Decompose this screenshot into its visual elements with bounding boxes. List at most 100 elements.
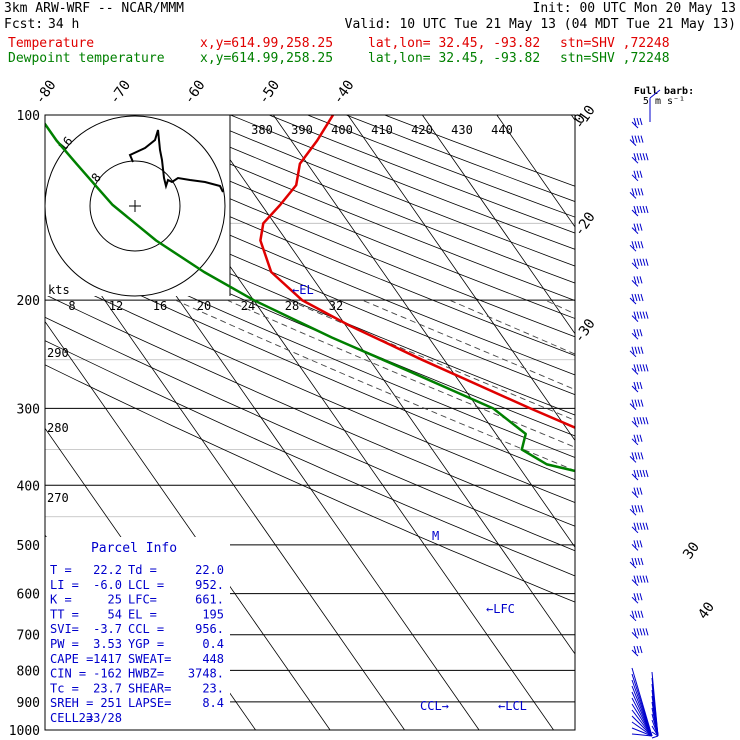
wind-barb-flag [637, 610, 641, 618]
wind-barb-flag [645, 469, 649, 478]
hodograph-trace [128, 129, 224, 193]
dry-adiabat [45, 250, 575, 481]
wind-barb-flag [633, 645, 637, 654]
parcel-info-cell: 1417 [93, 652, 122, 666]
theta-e-label: 400 [331, 123, 353, 137]
wind-barb-flag [640, 293, 644, 302]
parcel-info-cell: 956. [195, 622, 224, 636]
parcel-info-cell: 22.0 [195, 563, 224, 577]
wind-barb-staff [629, 192, 637, 199]
wind-barb-staff [629, 139, 637, 146]
wind-barb-staff [631, 209, 639, 217]
wind-barb-flag [640, 557, 644, 566]
parcel-info-cell: T = [50, 563, 72, 577]
pressure-tick-900: 900 [17, 696, 40, 711]
theta-e-label: 410 [371, 123, 393, 137]
dewpoint-trace [45, 121, 575, 473]
sounding-traces [45, 115, 575, 473]
hodograph-speed-tick: 20 [197, 299, 211, 313]
wind-barb-flag [631, 188, 635, 196]
wind-barb-flag [634, 399, 638, 407]
wind-barb-flag [645, 311, 649, 319]
wind-barb-flag [633, 417, 637, 425]
wind-barb-flag [639, 628, 643, 636]
moist-adiabat-lines [175, 299, 575, 472]
wind-barb-flag [636, 205, 640, 214]
parcel-info-cell: SHEAR= [128, 681, 171, 695]
dry-adiabat [45, 272, 575, 504]
temperature-label: Temperature [8, 36, 95, 51]
pressure-tick-500: 500 [17, 539, 40, 554]
dry-adiabat-label: 290 [47, 346, 69, 360]
wind-barb-flag [636, 170, 640, 178]
wind-barb-flag [645, 417, 649, 425]
wind-barb-flag [633, 153, 637, 161]
wind-barb-flag [645, 205, 649, 214]
wind-barb-flag [642, 364, 646, 372]
parcel-info-cell: 952. [195, 578, 224, 592]
pressure-tick-1000: 1000 [9, 724, 40, 739]
wind-barb-flag [636, 417, 640, 425]
wind-barb-staff [629, 508, 637, 516]
hodograph-unit: kts [48, 283, 70, 297]
theta-e-label: 430 [451, 123, 473, 137]
dry-adiabat [45, 294, 575, 527]
wind-barb-flag [631, 557, 635, 566]
hodograph-speed-tick: 28 [285, 299, 299, 313]
moist-adiabat [288, 299, 575, 421]
isotherm-label: 40 [695, 599, 718, 622]
wind-barb-staff [651, 725, 659, 737]
pressure-tick-700: 700 [17, 629, 40, 644]
wind-barb-staff [631, 596, 639, 604]
parcel-info-cell: 25 [108, 593, 122, 607]
parcel-info-cell: 448 [202, 652, 224, 666]
dry-adiabat [45, 340, 575, 577]
wind-barb-flag [633, 575, 637, 583]
wind-barbs: Full barb:5 m s⁻¹ [629, 86, 694, 739]
dry-adiabat [191, 115, 575, 267]
hodograph-speed-tick: 12 [109, 299, 123, 313]
moist-adiabat [362, 299, 575, 391]
plot-frame [44, 114, 576, 731]
parcel-info-cell: K = [50, 593, 72, 607]
wind-barb-staff [631, 227, 639, 234]
init-time: Init: 00 UTC Mon 20 May 13 [532, 1, 737, 16]
wind-barb-flag [631, 346, 635, 354]
wind-barb-flag [640, 452, 644, 460]
wind-barb-staff [629, 456, 637, 463]
wind-barb-flag [639, 522, 643, 530]
wind-barb-flag [636, 117, 640, 126]
wind-barb-flag [639, 487, 643, 495]
parcel-info-cell: EL = [128, 607, 157, 621]
parcel-info-cell: CCL = [128, 622, 164, 636]
hodograph-speed-tick: 16 [153, 299, 167, 313]
parcel-info-cell: LI = [50, 578, 79, 592]
temperature-trace [259, 115, 575, 429]
model-title: 3km ARW-WRF -- NCAR/MMM [4, 1, 185, 16]
wind-barb-flag [633, 258, 637, 266]
wind-barb-staff [631, 491, 639, 498]
wind-barb-flag [639, 381, 643, 390]
wind-legend-title: Full barb: [634, 86, 694, 97]
wind-barb-staff [631, 697, 653, 737]
wind-barb-flag [640, 188, 644, 196]
wind-barb-flag [637, 505, 641, 513]
parcel-info-cell: CIN = [50, 667, 86, 681]
parcel-info-cell: 8.4 [202, 696, 224, 710]
wind-barb-flag [640, 505, 644, 513]
wind-barb-flag [639, 170, 643, 178]
wind-barb-flag [631, 610, 635, 618]
wind-barb-flag [636, 575, 640, 583]
wind-barb-flag [633, 487, 637, 495]
wind-barb-flag [636, 276, 640, 284]
wind-barb-staff [629, 614, 637, 622]
parcel-info-cell: Tc = [50, 681, 79, 695]
wind-barb-flag [645, 522, 649, 530]
wind-barb-staff [631, 262, 639, 270]
wind-barb-flag [639, 117, 643, 126]
parcel-info-cell: Td = [128, 563, 157, 577]
wind-barb-flag [631, 452, 635, 460]
wind-barb-flag [642, 258, 646, 266]
dry-adiabat [45, 190, 575, 416]
